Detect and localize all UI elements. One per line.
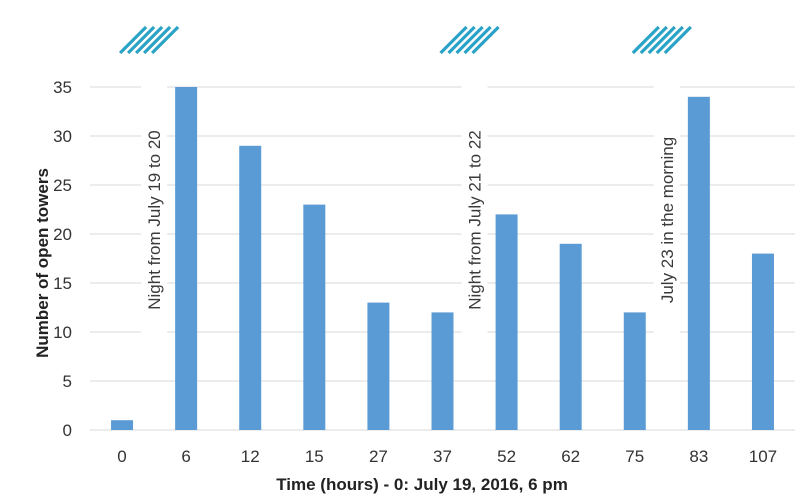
bar bbox=[239, 145, 262, 431]
y-tick-label: 30 bbox=[53, 127, 72, 146]
x-tick-label: 6 bbox=[181, 447, 190, 466]
x-tick-label: 107 bbox=[749, 447, 777, 466]
y-tick-label: 10 bbox=[53, 323, 72, 342]
x-tick-label: 52 bbox=[497, 447, 516, 466]
annotations: Night from July 19 to 20 Night from July … bbox=[141, 83, 680, 350]
y-tick-label: 5 bbox=[63, 372, 72, 391]
annotation-label: July 23 in the morning bbox=[658, 137, 677, 303]
x-tick-label: 37 bbox=[433, 447, 452, 466]
x-tick-label: 62 bbox=[561, 447, 580, 466]
bar bbox=[111, 420, 134, 430]
x-tick-label: 27 bbox=[369, 447, 388, 466]
x-axis-title: Time (hours) - 0: July 19, 2016, 6 pm bbox=[276, 475, 568, 494]
x-tick-label: 0 bbox=[117, 447, 126, 466]
bars bbox=[111, 87, 774, 431]
bar bbox=[303, 204, 326, 430]
bar bbox=[431, 312, 454, 430]
bar bbox=[751, 253, 774, 430]
y-tick-label: 20 bbox=[53, 225, 72, 244]
x-tick-label: 12 bbox=[241, 447, 260, 466]
hatch-markers bbox=[118, 25, 692, 55]
x-tick-label: 83 bbox=[689, 447, 708, 466]
hatch-icon bbox=[631, 25, 692, 55]
bar bbox=[623, 312, 646, 430]
bar bbox=[367, 302, 390, 430]
hatch-icon bbox=[439, 25, 500, 55]
y-tick-label: 15 bbox=[53, 274, 72, 293]
y-tick-labels: 0 5 10 15 20 25 30 35 bbox=[53, 78, 72, 440]
y-tick-label: 25 bbox=[53, 176, 72, 195]
annotation-band bbox=[653, 83, 680, 350]
annotation-label: Night from July 19 to 20 bbox=[145, 130, 164, 310]
bar bbox=[175, 87, 198, 430]
x-tick-labels: 0 6 12 15 27 37 52 62 75 83 107 bbox=[117, 447, 777, 466]
y-tick-label: 35 bbox=[53, 78, 72, 97]
y-tick-label: 0 bbox=[63, 421, 72, 440]
bar bbox=[495, 214, 518, 430]
x-tick-label: 75 bbox=[625, 447, 644, 466]
annotation-band bbox=[141, 83, 168, 350]
x-tick-label: 15 bbox=[305, 447, 324, 466]
y-axis-title: Number of open towers bbox=[33, 168, 52, 358]
annotation-label: Night from July 21 to 22 bbox=[466, 130, 485, 310]
annotation-band bbox=[461, 83, 488, 350]
hatch-icon bbox=[118, 25, 180, 55]
bar bbox=[559, 243, 582, 430]
bar bbox=[687, 96, 710, 431]
